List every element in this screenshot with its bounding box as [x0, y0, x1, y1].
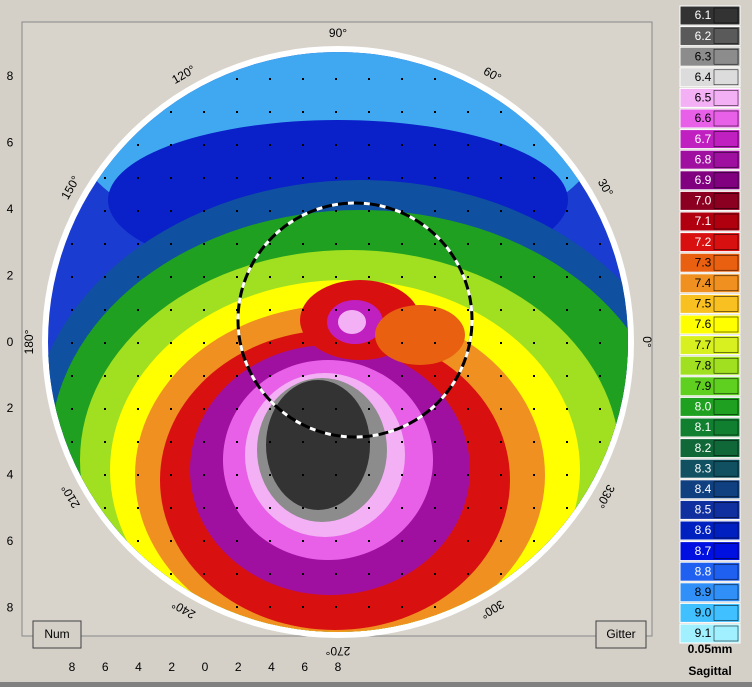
- legend-swatch-right: [713, 193, 739, 209]
- y-axis-label: 0: [7, 335, 14, 349]
- x-axis-label: 4: [268, 660, 275, 674]
- legend-swatch-right: [713, 419, 739, 436]
- button-label[interactable]: Num: [44, 627, 69, 641]
- legend-swatch-right: [713, 543, 739, 559]
- angle-label: 90°: [329, 26, 347, 40]
- y-axis-label: 6: [7, 534, 14, 548]
- legend-label: 8.6: [695, 523, 712, 537]
- legend-label: 7.4: [695, 276, 712, 290]
- x-axis-label: 2: [168, 660, 175, 674]
- legend-label: 6.4: [695, 70, 712, 84]
- legend-swatch-right: [713, 151, 739, 168]
- zone-circle-dash: [236, 201, 474, 439]
- y-axis-label: 4: [7, 202, 14, 216]
- legend-label: 8.0: [695, 400, 712, 414]
- legend-swatch-right: [713, 378, 739, 395]
- legend-swatch-right: [713, 213, 739, 230]
- x-axis-label: 8: [335, 660, 342, 674]
- y-axis-label: 2: [7, 401, 14, 415]
- legend-label: 7.5: [695, 297, 712, 311]
- button-label[interactable]: Gitter: [606, 627, 635, 641]
- legend-swatch-right: [713, 234, 739, 250]
- legend-label: 8.1: [695, 420, 712, 434]
- x-axis-label: 4: [135, 660, 142, 674]
- legend-label: 8.3: [695, 461, 712, 475]
- legend-swatch-right: [713, 605, 739, 621]
- legend-label: 7.1: [695, 214, 712, 228]
- legend-swatch-right: [713, 90, 739, 106]
- x-axis-label: 6: [102, 660, 109, 674]
- legend-label: 8.2: [695, 441, 712, 455]
- y-axis-label: 4: [7, 468, 14, 482]
- legend-label: 6.1: [695, 8, 712, 22]
- legend-label: 7.0: [695, 194, 712, 208]
- legend-swatch-right: [713, 460, 739, 477]
- legend-swatch-right: [713, 254, 739, 271]
- legend-swatch-right: [713, 69, 739, 86]
- legend-swatch-right: [713, 502, 739, 518]
- angle-label: 270°: [325, 644, 350, 658]
- legend-swatch-right: [713, 563, 739, 580]
- legend-swatch-right: [713, 172, 739, 189]
- legend-swatch-right: [713, 110, 739, 127]
- legend-swatch-right: [713, 440, 739, 456]
- legend-swatch-right: [713, 357, 739, 374]
- legend-swatch-right: [713, 296, 739, 312]
- x-axis-label: 6: [301, 660, 308, 674]
- legend-swatch-right: [713, 131, 739, 147]
- legend-label: 8.5: [695, 503, 712, 517]
- legend-label: 7.2: [695, 235, 712, 249]
- legend-swatch-right: [713, 7, 739, 24]
- legend-label: 8.9: [695, 585, 712, 599]
- legend-label: 7.3: [695, 255, 712, 269]
- legend-label: 6.7: [695, 132, 712, 146]
- legend-label: 7.8: [695, 358, 712, 372]
- legend-label: 9.0: [695, 606, 712, 620]
- legend-swatch-right: [713, 584, 739, 601]
- legend-swatch-right: [713, 337, 739, 353]
- legend-label: 8.4: [695, 482, 712, 496]
- legend-swatch-right: [713, 625, 739, 642]
- legend-label: 7.7: [695, 338, 712, 352]
- legend-label: 8.8: [695, 564, 712, 578]
- legend-swatch-right: [713, 522, 739, 539]
- x-axis-label: 2: [235, 660, 242, 674]
- legend-label: 6.3: [695, 49, 712, 63]
- legend-label: 6.2: [695, 29, 712, 43]
- topography-map: [48, 52, 628, 632]
- legend-swatch-right: [713, 48, 739, 65]
- legend-label: 6.5: [695, 91, 712, 105]
- legend-label: 7.6: [695, 317, 712, 331]
- x-axis-label: 0: [202, 660, 209, 674]
- legend-label: 9.1: [695, 626, 712, 640]
- button[interactable]: [32, 620, 82, 649]
- button[interactable]: [595, 620, 647, 649]
- angle-label: 180°: [22, 329, 36, 354]
- legend-swatch-right: [713, 399, 739, 415]
- legend-label: 6.8: [695, 152, 712, 166]
- legend-label: 8.7: [695, 544, 712, 558]
- y-axis-label: 8: [7, 69, 14, 83]
- legend-label: 7.9: [695, 379, 712, 393]
- y-axis-label: 2: [7, 268, 14, 282]
- x-axis-label: 8: [69, 660, 76, 674]
- legend-swatch-right: [713, 28, 739, 44]
- legend-label: 6.9: [695, 173, 712, 187]
- legend-swatch-right: [713, 275, 739, 292]
- angle-label: 0°: [640, 336, 654, 348]
- legend-swatch-right: [713, 481, 739, 498]
- legend-step: 0.05mm: [688, 642, 733, 656]
- legend-swatch-right: [713, 316, 739, 333]
- y-axis-label: 6: [7, 136, 14, 150]
- y-axis-label: 8: [7, 600, 14, 614]
- legend-mode: Sagittal: [688, 664, 731, 678]
- legend-label: 6.6: [695, 111, 712, 125]
